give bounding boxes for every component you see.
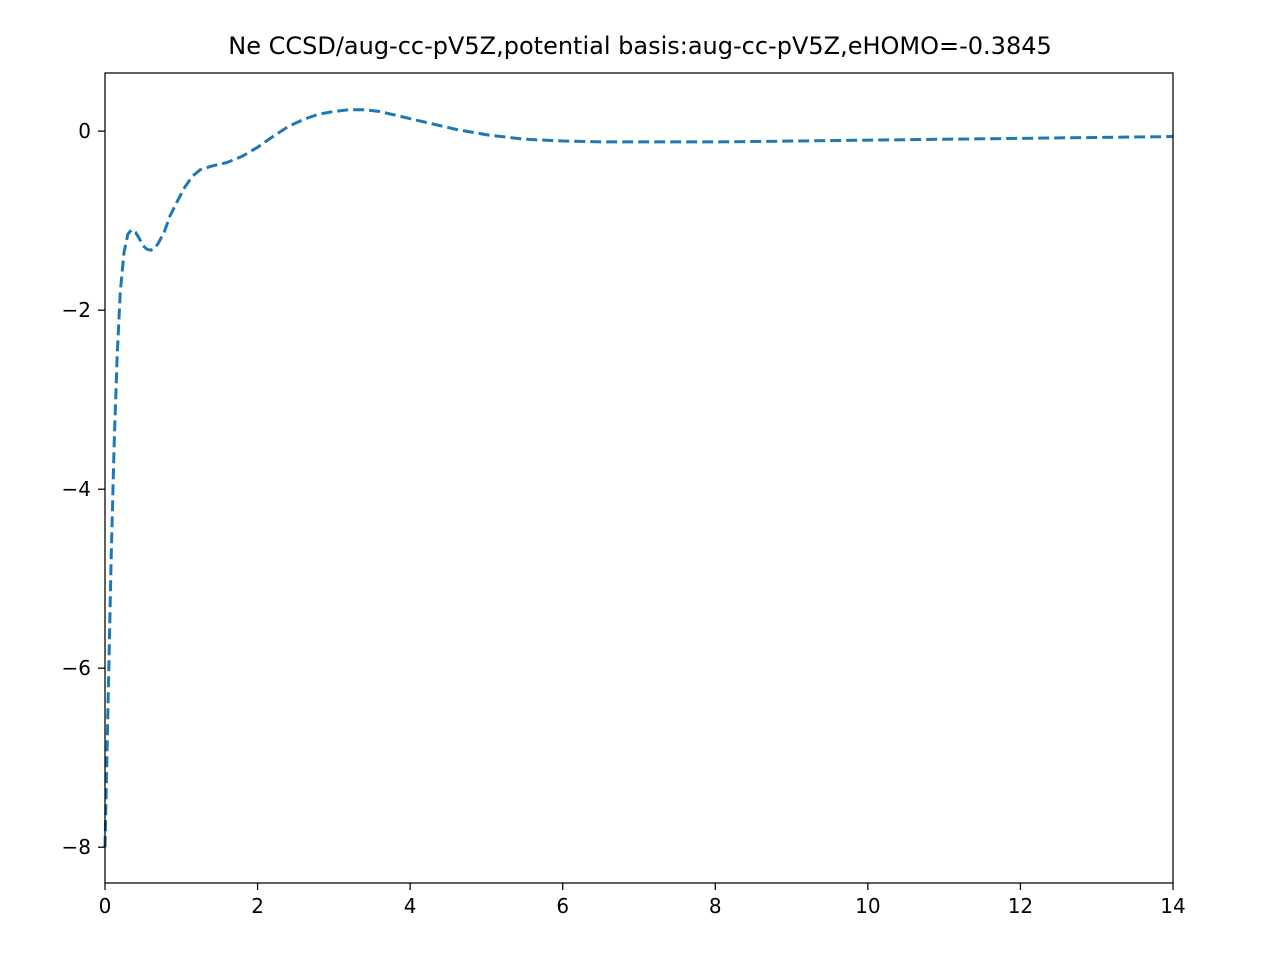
x-tick-label: 8 bbox=[709, 894, 722, 918]
x-tick-label: 6 bbox=[556, 894, 569, 918]
x-tick-label: 10 bbox=[855, 894, 880, 918]
y-tick-label: −8 bbox=[62, 835, 91, 859]
y-tick-label: −4 bbox=[62, 477, 91, 501]
x-tick-label: 14 bbox=[1160, 894, 1185, 918]
series-line-0 bbox=[103, 108, 1174, 848]
x-tick-label: 12 bbox=[1008, 894, 1033, 918]
chart-title: Ne CCSD/aug-cc-pV5Z,potential basis:aug-… bbox=[228, 32, 1052, 60]
y-tick-label: 0 bbox=[78, 119, 91, 143]
plot-area bbox=[103, 108, 1174, 848]
x-tick-label: 0 bbox=[99, 894, 112, 918]
x-tick-label: 4 bbox=[404, 894, 417, 918]
axis-ticks: 0 2 4 6 8 10 12 14 0 −2 −4 −6 −8 bbox=[62, 119, 1186, 918]
y-tick-label: −6 bbox=[62, 656, 91, 680]
axes-frame bbox=[104, 72, 1174, 884]
x-tick-label: 2 bbox=[251, 894, 264, 918]
y-tick-label: −2 bbox=[62, 298, 91, 322]
